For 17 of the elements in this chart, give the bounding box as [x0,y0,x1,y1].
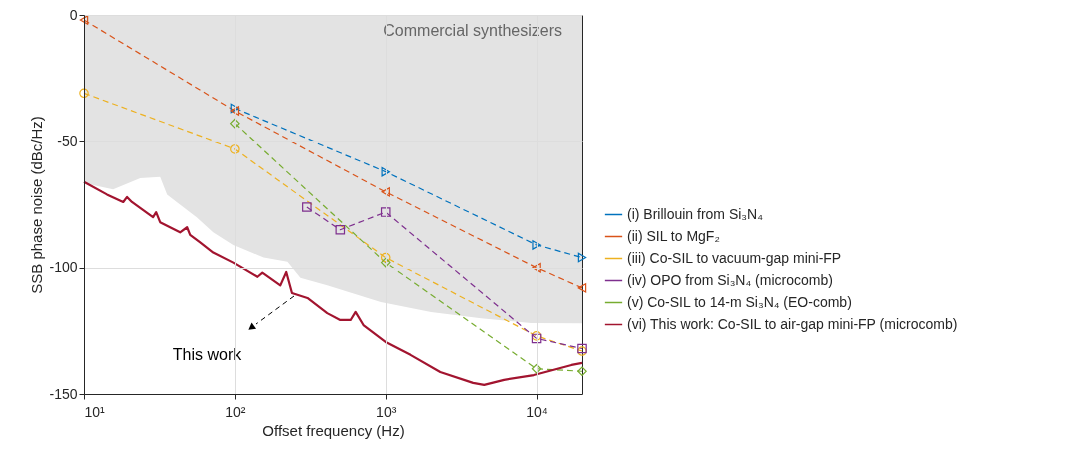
legend-label: (vi) This work: Co-SIL to air-gap mini-FP (microcomb) [627,315,958,332]
y-tick-label: 0 [69,6,78,23]
legend-label: (v) Co-SIL to 14-m Si₃N₄ (EO-comb) [627,293,852,310]
x-axis-title: Offset frequency (Hz) [262,421,405,439]
y-axis-title: SSB phase noise (dBc/Hz) [28,116,46,294]
legend-label: (i) Brillouin from Si₃N₄ [627,205,764,222]
x-tick-label: 10² [225,403,246,420]
y-tick-label: -150 [49,385,78,402]
x-tick-label: 10⁴ [526,403,548,420]
y-tick-label: -50 [57,132,78,149]
series-label: Commercial synthesizers [383,22,562,39]
legend-label: (iv) OPO from Si₃N₄ (microcomb) [627,271,833,288]
x-tick-label: 10³ [376,403,397,420]
x-tick-label: 10¹ [84,403,106,420]
y-tick-label: -100 [49,259,78,276]
legend-label: (iii) Co-SIL to vacuum-gap mini-FP [627,249,842,266]
legend-label: (ii) SIL to MgF₂ [627,227,720,244]
